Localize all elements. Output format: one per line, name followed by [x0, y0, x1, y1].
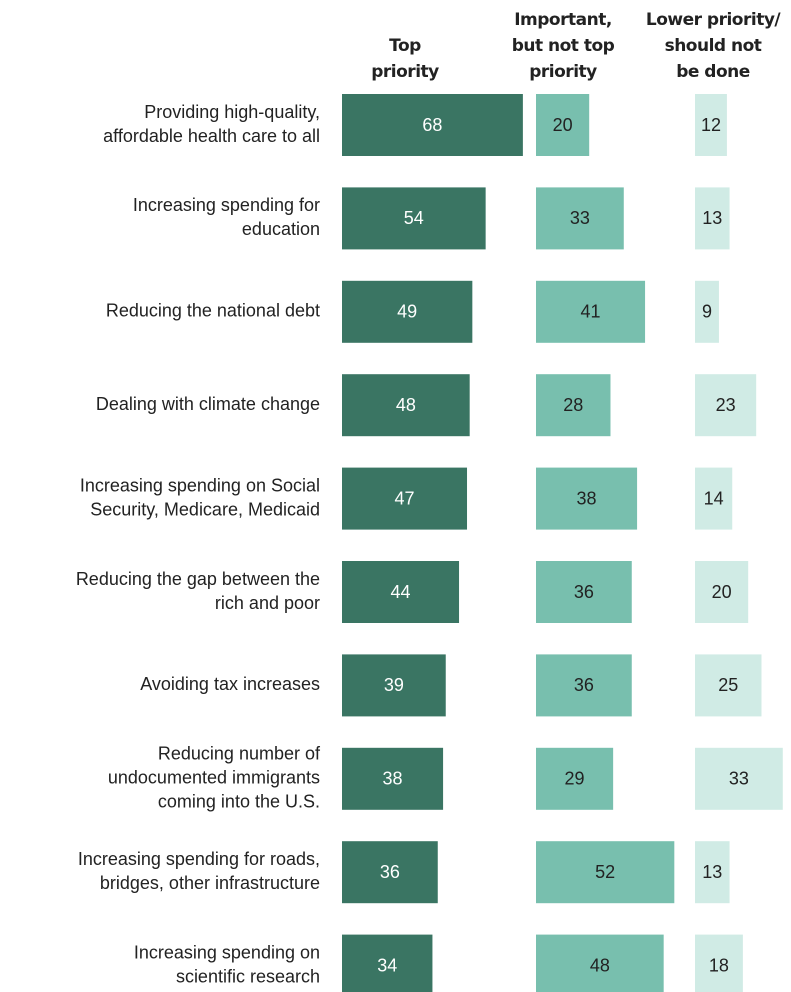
value-label: 25 — [718, 675, 738, 695]
category-label: Increasing spending for roads, — [78, 849, 320, 869]
bar — [695, 934, 743, 992]
bar — [342, 467, 468, 530]
category-label: Security, Medicare, Medicaid — [90, 499, 320, 519]
value-label: 36 — [380, 862, 400, 882]
category-label: Increasing spending on Social — [80, 475, 320, 495]
bar — [342, 934, 433, 992]
category-label: Increasing spending for — [133, 195, 320, 215]
value-label: 28 — [563, 395, 583, 415]
value-label: 18 — [709, 955, 729, 975]
value-label: 44 — [391, 582, 411, 602]
value-label: 48 — [590, 955, 610, 975]
value-label: 14 — [704, 488, 724, 508]
bar — [536, 280, 646, 343]
category-label: undocumented immigrants — [108, 768, 320, 788]
value-label: 41 — [581, 302, 601, 322]
category-label: Reducing the national debt — [106, 301, 320, 321]
value-label: 68 — [422, 115, 442, 135]
bar — [536, 94, 590, 156]
bar — [695, 654, 762, 717]
bar — [342, 841, 438, 904]
value-label: 9 — [702, 302, 712, 322]
category-label: Dealing with climate change — [96, 394, 320, 414]
bar — [342, 280, 473, 343]
bar — [342, 747, 444, 810]
value-label: 36 — [574, 582, 594, 602]
bar — [695, 94, 727, 156]
category-label: Providing high-quality, — [144, 102, 320, 122]
bar — [695, 187, 730, 250]
value-label: 49 — [397, 302, 417, 322]
value-label: 33 — [570, 208, 590, 228]
value-label: 34 — [377, 955, 397, 975]
value-label: 54 — [404, 208, 424, 228]
bar — [695, 374, 757, 437]
bar — [536, 654, 632, 717]
category-label: scientific research — [176, 966, 320, 986]
value-label: 20 — [712, 582, 732, 602]
bar — [342, 94, 523, 156]
value-label: 23 — [716, 395, 736, 415]
bar — [695, 467, 733, 530]
column-header: be done — [676, 62, 750, 82]
value-label: 38 — [577, 488, 597, 508]
value-label: 48 — [396, 395, 416, 415]
value-label: 47 — [394, 488, 414, 508]
category-label: affordable health care to all — [103, 126, 320, 146]
bar — [536, 934, 664, 992]
bar — [695, 747, 783, 810]
bar — [695, 841, 730, 904]
category-label: Avoiding tax increases — [140, 674, 320, 694]
category-label: Reducing number of — [158, 744, 321, 764]
category-label: Increasing spending on — [134, 942, 320, 962]
column-header: Lower priority/ — [646, 10, 782, 30]
bar — [536, 374, 611, 437]
bar — [695, 561, 749, 623]
category-label: Reducing the gap between the — [76, 569, 320, 589]
bar — [342, 187, 486, 250]
bar — [536, 467, 638, 530]
value-label: 20 — [553, 115, 573, 135]
column-header: Important, — [514, 10, 612, 30]
value-label: 29 — [565, 769, 585, 789]
category-label: bridges, other infrastructure — [100, 873, 320, 893]
bar — [536, 841, 675, 904]
bar — [695, 280, 719, 343]
bar — [342, 374, 470, 437]
category-label: rich and poor — [215, 593, 320, 613]
column-header: Top — [389, 36, 421, 56]
value-label: 12 — [701, 115, 721, 135]
bar — [342, 654, 446, 717]
value-label: 38 — [383, 769, 403, 789]
column-header: priority — [529, 62, 597, 82]
value-label: 52 — [595, 862, 615, 882]
bar — [342, 561, 460, 623]
category-label: education — [242, 219, 320, 239]
value-label: 39 — [384, 675, 404, 695]
bar — [536, 561, 632, 623]
bar — [536, 187, 624, 250]
bar — [536, 747, 614, 810]
value-label: 36 — [574, 675, 594, 695]
column-header: but not top — [512, 36, 615, 56]
value-label: 13 — [702, 862, 722, 882]
value-label: 13 — [702, 208, 722, 228]
column-header: priority — [371, 62, 439, 82]
category-label: coming into the U.S. — [158, 792, 320, 812]
value-label: 33 — [729, 769, 749, 789]
column-header: should not — [665, 36, 762, 56]
